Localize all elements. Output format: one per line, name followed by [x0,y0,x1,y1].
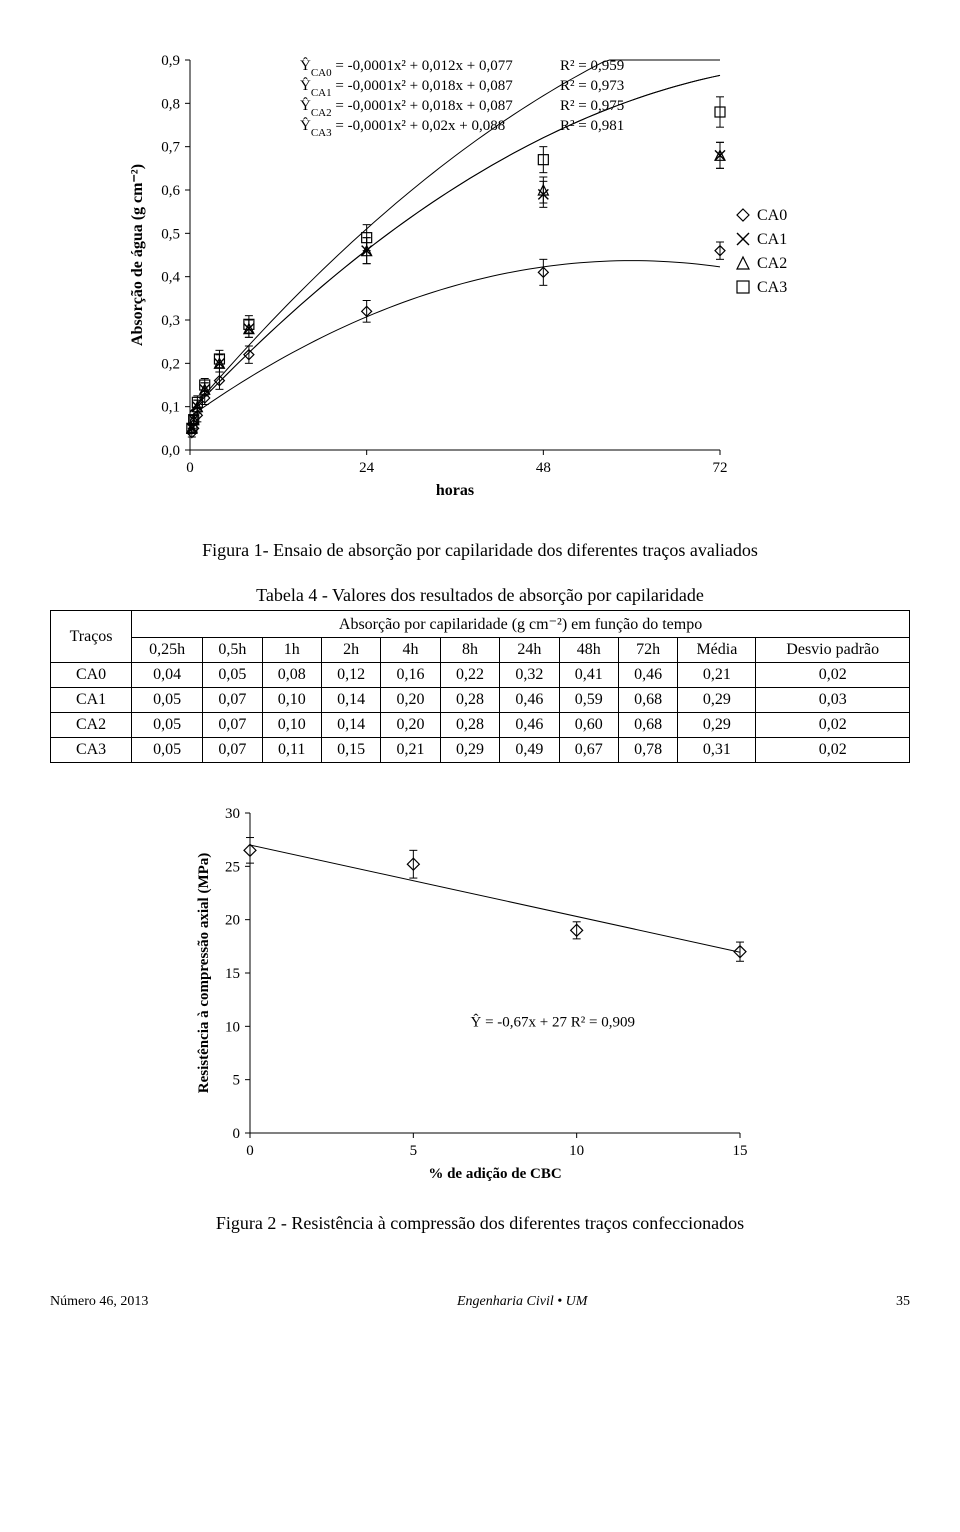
footer-right: 35 [896,1294,910,1310]
svg-text:0,4: 0,4 [161,270,180,286]
svg-text:20: 20 [225,913,240,929]
svg-text:0: 0 [186,460,194,476]
svg-text:24: 24 [359,460,375,476]
absorption-chart: 0,0 0,1 0,2 0,3 0,4 0,5 0,6 0,7 0,8 0,9 0 24 48 72 hor… [120,40,840,520]
svg-text:Resistência à compressão axial: Resistência à compressão axial (MPa) [196,853,212,1094]
footer-center: Engenharia Civil • UM [457,1294,588,1310]
svg-text:0: 0 [246,1143,254,1159]
svg-text:0,9: 0,9 [161,53,180,69]
svg-text:10: 10 [569,1143,584,1159]
svg-text:CA1: CA1 [757,231,787,248]
svg-text:0,8: 0,8 [161,96,180,112]
svg-text:72: 72 [713,460,728,476]
svg-text:0,2: 0,2 [161,356,180,372]
svg-text:5: 5 [233,1073,241,1089]
svg-text:ŶCA2 = -0,0001x² + 0,018x + 0,: ŶCA2 = -0,0001x² + 0,018x + 0,087 [300,97,513,119]
svg-text:ŶCA0 = -0,0001x² + 0,012x + 0,: ŶCA0 = -0,0001x² + 0,012x + 0,077 [300,57,513,79]
table4-title: Tabela 4 - Valores dos resultados de abs… [50,585,910,606]
svg-text:0,7: 0,7 [161,140,180,156]
compression-chart: 0 5 10 15 20 25 30 0 5 10 15 % de adição de CBC Resi… [180,793,780,1193]
svg-text:0: 0 [233,1126,241,1142]
svg-text:% de adição de CBC: % de adição de CBC [428,1166,561,1182]
svg-text:R² = 0,973: R² = 0,973 [560,78,624,94]
svg-text:CA3: CA3 [757,279,787,296]
svg-text:25: 25 [225,859,240,875]
footer-left: Número 46, 2013 [50,1294,148,1310]
table4: TraçosAbsorção por capilaridade (g cm⁻²)… [50,610,910,763]
svg-text:CA2: CA2 [757,255,787,272]
svg-text:30: 30 [225,806,240,822]
svg-text:0,6: 0,6 [161,183,180,199]
svg-text:0,5: 0,5 [161,226,180,242]
figure2-caption: Figura 2 - Resistência à compressão dos … [50,1213,910,1234]
svg-text:Ŷ = -0,67x + 27 R² = 0,909: Ŷ = -0,67x + 27 R² = 0,909 [471,1013,635,1030]
figure1-caption: Figura 1- Ensaio de absorção por capilar… [50,540,910,561]
svg-text:15: 15 [225,966,240,982]
svg-text:0,3: 0,3 [161,313,180,329]
svg-text:ŶCA1 = -0,0001x² + 0,018x + 0,: ŶCA1 = -0,0001x² + 0,018x + 0,087 [300,77,513,99]
page-footer: Número 46, 2013 Engenharia Civil • UM 35 [50,1294,910,1310]
svg-text:0,1: 0,1 [161,400,180,416]
svg-text:10: 10 [225,1019,240,1035]
svg-text:R² = 0,959: R² = 0,959 [560,58,624,74]
svg-text:R² = 0,981: R² = 0,981 [560,118,624,134]
svg-text:horas: horas [436,482,474,499]
svg-text:Absorção de água (g cm⁻²): Absorção de água (g cm⁻²) [129,164,146,346]
svg-text:15: 15 [733,1143,748,1159]
svg-text:ŶCA3 = -0,0001x² + 0,02x + 0,0: ŶCA3 = -0,0001x² + 0,02x + 0,088 [300,117,505,139]
svg-text:48: 48 [536,460,551,476]
svg-text:5: 5 [410,1143,418,1159]
svg-text:CA0: CA0 [757,207,787,224]
svg-text:R² = 0,975: R² = 0,975 [560,98,624,114]
svg-text:0,0: 0,0 [161,443,180,459]
